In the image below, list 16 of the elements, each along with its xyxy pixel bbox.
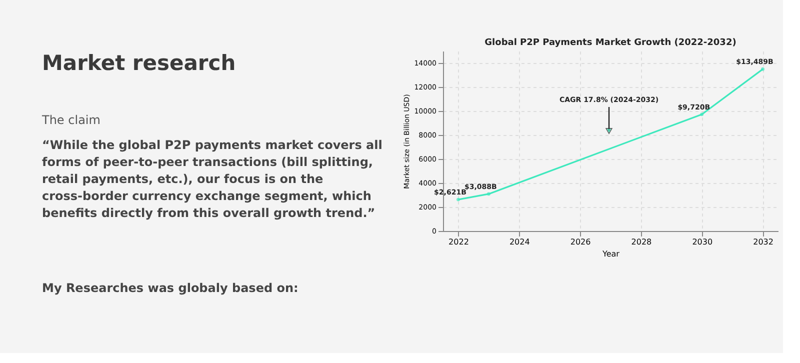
point: [486, 192, 490, 196]
text: “While the global P2P payments market covers all forms of peer-to-peer transactions (bill splitting, retail payments, etc.), our focus is on the cross-border currency exchange segment, which benefits directly from this overall growth trend.”: [42, 138, 382, 220]
chart-title: Global P2P Payments Market Growth (2022-2032): [484, 38, 736, 48]
point: [456, 198, 460, 202]
text: The claim: [41, 113, 100, 127]
x-axis-title: Year: [602, 250, 620, 258]
x-tick-label: 2032: [753, 238, 774, 246]
x-tick-label: 2028: [631, 238, 652, 246]
x-tick-label: 2026: [570, 238, 591, 246]
x-tick-label: 2022: [448, 238, 469, 246]
point: [761, 67, 765, 71]
text: My Researches was globaly based on:: [42, 281, 298, 295]
point: [700, 112, 704, 116]
x-tick-label: 2024: [509, 238, 530, 246]
text: Market research: [42, 51, 236, 75]
x-tick-label: 2030: [692, 238, 713, 246]
